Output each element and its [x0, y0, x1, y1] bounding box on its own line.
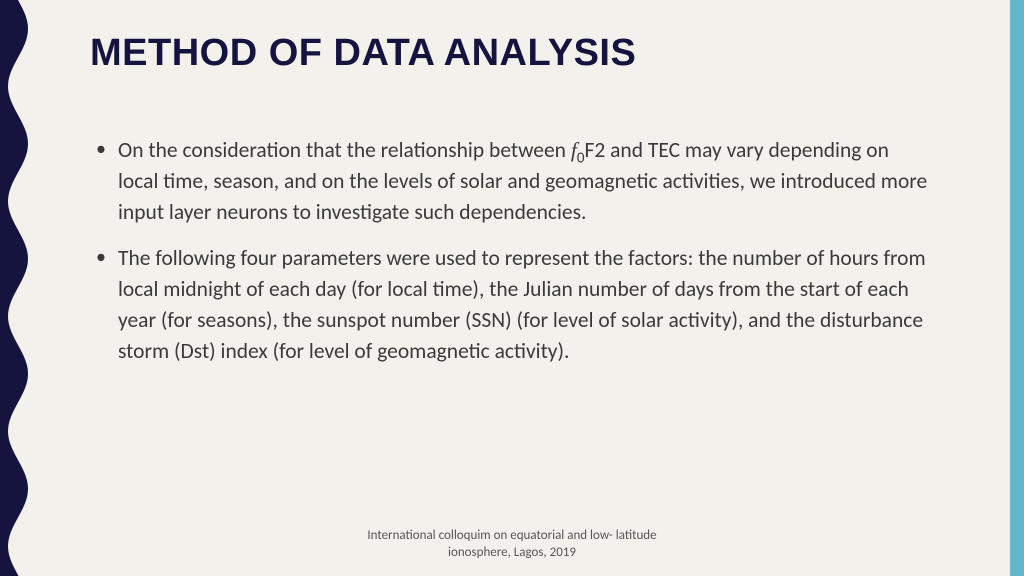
right-accent-bar: [1010, 0, 1024, 576]
slide-title: METHOD OF DATA ANALYSIS: [90, 32, 934, 75]
footer-line: ionosphere, Lagos, 2019: [0, 544, 1024, 562]
bullet-list: On the consideration that the relationsh…: [90, 135, 934, 367]
bullet-text-pre: On the consideration that the relationsh…: [118, 137, 571, 163]
bullet-item: The following four parameters were used …: [118, 243, 934, 368]
bullet-item: On the consideration that the relationsh…: [118, 135, 934, 229]
slide-content: METHOD OF DATA ANALYSIS On the considera…: [0, 0, 1024, 576]
slide-footer: International colloquim on equatorial an…: [0, 527, 1024, 562]
footer-line: International colloquim on equatorial an…: [0, 527, 1024, 545]
bullet-text: The following four parameters were used …: [118, 245, 926, 365]
left-wave-decoration: [0, 0, 32, 576]
